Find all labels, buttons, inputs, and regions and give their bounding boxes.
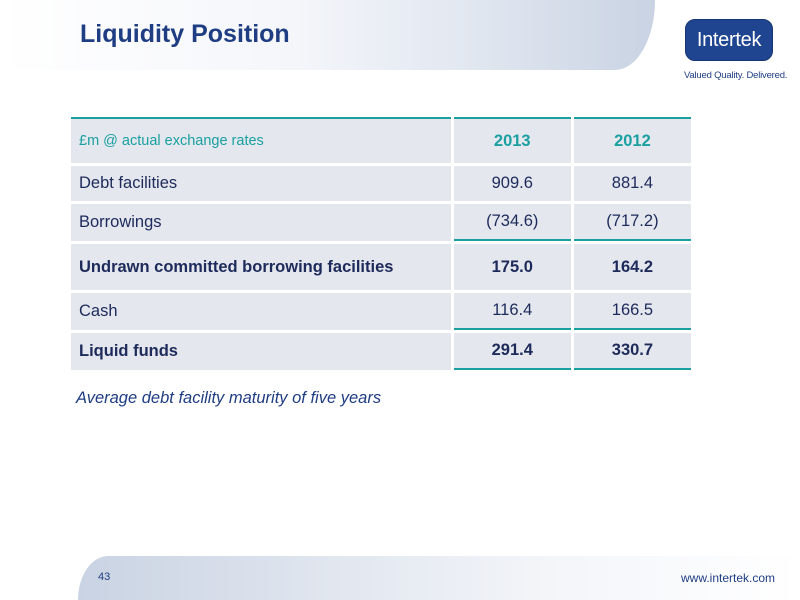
row-label: Undrawn committed borrowing facilities [71, 244, 451, 290]
row-label: Cash [71, 293, 451, 330]
table-row: Liquid funds 291.4 330.7 [71, 333, 691, 370]
logo-tagline: Valued Quality. Delivered. [684, 70, 788, 81]
value-2013: 291.4 [453, 333, 571, 370]
value-2012: (717.2) [573, 204, 691, 241]
value-2012: 164.2 [573, 244, 691, 290]
value-2012: 330.7 [573, 333, 691, 370]
row-label: Debt facilities [71, 166, 451, 201]
value-2013: 116.4 [453, 293, 571, 330]
footer-band [78, 556, 800, 600]
footnote: Average debt facility maturity of five y… [76, 389, 382, 407]
liquidity-table: £m @ actual exchange rates 2013 2012 Deb… [68, 114, 694, 373]
header-2012: 2012 [573, 117, 691, 163]
row-label: Liquid funds [71, 333, 451, 370]
intertek-logo: Intertek [685, 19, 773, 61]
website-link[interactable]: www.intertek.com [681, 571, 776, 585]
table-row: Cash 116.4 166.5 [71, 293, 691, 330]
header-band [0, 0, 655, 70]
slide-title: Liquidity Position [80, 20, 290, 48]
logo-wordmark: Intertek [696, 28, 762, 51]
value-2012: 881.4 [573, 166, 691, 201]
value-2012: 166.5 [573, 293, 691, 330]
header-label: £m @ actual exchange rates [71, 117, 451, 163]
header-2013: 2013 [453, 117, 571, 163]
row-label: Borrowings [71, 204, 451, 241]
table-row: Borrowings (734.6) (717.2) [71, 204, 691, 241]
page-number: 43 [98, 571, 111, 583]
table-row: Debt facilities 909.6 881.4 [71, 166, 691, 201]
table-row: Undrawn committed borrowing facilities 1… [71, 244, 691, 290]
value-2013: (734.6) [453, 204, 571, 241]
value-2013: 909.6 [453, 166, 571, 201]
table-header-row: £m @ actual exchange rates 2013 2012 [71, 117, 691, 163]
value-2013: 175.0 [453, 244, 571, 290]
